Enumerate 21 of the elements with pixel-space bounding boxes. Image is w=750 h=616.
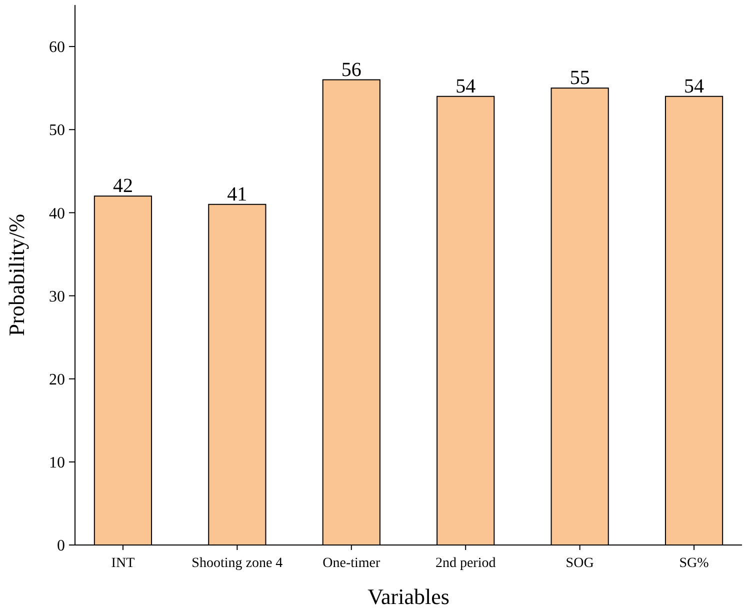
data-label: 56 [341,58,362,81]
data-label: 41 [227,183,248,206]
x-tick-label: Shooting zone 4 [192,556,283,571]
y-tick-label: 10 [49,454,65,472]
data-label: 55 [570,67,590,90]
y-tick-label: 60 [49,39,65,56]
y-tick-label: 20 [49,371,65,388]
y-tick-label: 40 [49,205,65,222]
x-tick-label: 2nd period [435,556,496,571]
x-tick-label: INT [111,556,136,571]
y-axis-title: Probability/% [4,214,29,336]
x-tick-label: SG% [679,556,710,571]
x-axis-title: Variables [368,584,450,609]
y-tick-label: 30 [49,288,65,306]
data-label: 54 [456,75,476,98]
x-tick-label: SOG [566,556,594,571]
data-label: 42 [112,175,133,198]
x-tick-label: One-timer [322,556,380,571]
data-label: 54 [684,75,704,98]
y-tick-label: 50 [49,122,65,140]
y-tick-label: 0 [57,538,65,555]
